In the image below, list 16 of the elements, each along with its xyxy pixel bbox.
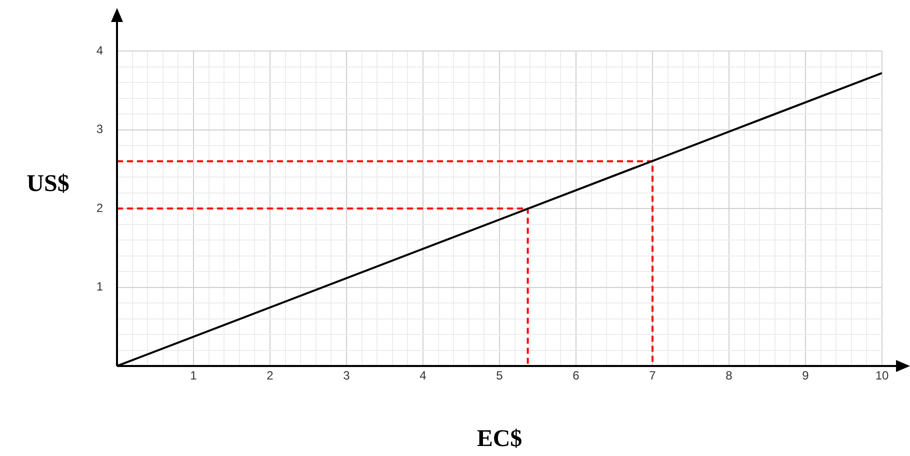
x-tick-label: 9 <box>802 368 810 383</box>
x-tick-label: 2 <box>266 368 274 383</box>
y-tick-label: 4 <box>96 43 104 58</box>
y-tick-label: 2 <box>96 200 104 215</box>
x-tick-label: 4 <box>420 368 427 383</box>
y-tick-label: 3 <box>96 122 104 136</box>
x-tick-label: 7 <box>649 368 656 383</box>
y-tick-label: 1 <box>96 280 104 294</box>
y-axis-title: US$ <box>26 171 70 198</box>
x-axis-title: EC$ <box>476 426 522 452</box>
x-tick-label: 3 <box>343 368 350 383</box>
x-tick-label: 5 <box>496 368 504 383</box>
x-tick-label: 8 <box>726 368 733 383</box>
x-tick-label: 1 <box>190 368 198 383</box>
x-tick-label: 10 <box>875 368 889 383</box>
x-tick-label: 6 <box>572 368 580 383</box>
